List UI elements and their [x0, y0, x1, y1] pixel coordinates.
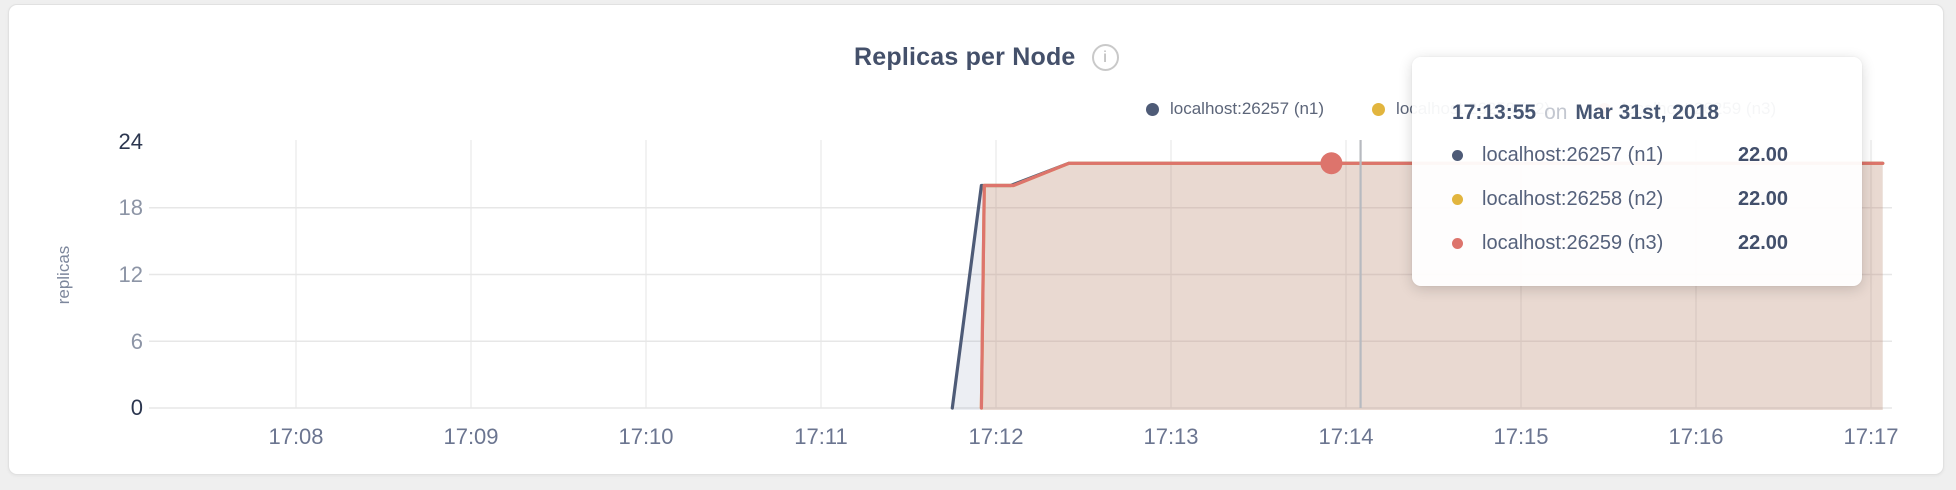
tooltip-series-value: 22.00 — [1738, 187, 1789, 210]
tooltip-series-value: 22.00 — [1738, 231, 1789, 254]
tooltip-series-row: localhost:26259 (n3) 22.00 — [1452, 221, 1822, 265]
x-axis-tick: 17:13 — [1143, 424, 1199, 449]
tooltip-timestamp: 17:13:55 on Mar 31st, 2018 — [1452, 99, 1822, 127]
tooltip-conjunction: on — [1544, 101, 1568, 124]
tooltip-series-name: localhost:26259 (n3) — [1482, 231, 1664, 254]
legend-item-n1[interactable]: localhost:26257 (n1) — [1146, 99, 1324, 119]
series-dot-icon — [1452, 237, 1463, 249]
y-axis-tick: 0 — [130, 395, 143, 420]
x-axis-tick: 17:16 — [1668, 424, 1724, 449]
series-dot-icon — [1452, 193, 1463, 205]
x-axis-tick: 17:12 — [968, 424, 1024, 449]
tooltip-series-value: 22.00 — [1738, 143, 1789, 166]
hover-dot — [1320, 152, 1343, 175]
info-icon[interactable]: i — [1091, 44, 1119, 71]
x-axis-tick: 17:14 — [1318, 424, 1374, 449]
chart-tooltip: 17:13:55 on Mar 31st, 2018 localhost:262… — [1412, 57, 1862, 286]
info-icon-glyph: i — [1103, 48, 1107, 66]
x-axis-tick: 17:17 — [1843, 424, 1899, 449]
tooltip-time: 17:13:55 — [1452, 101, 1537, 124]
legend-dot-icon — [1372, 102, 1386, 116]
tooltip-rows: localhost:26257 (n1) 22.00 localhost:262… — [1452, 133, 1822, 265]
legend-item-label: localhost:26257 (n1) — [1170, 99, 1325, 118]
tooltip-date: Mar 31st, 2018 — [1575, 101, 1720, 124]
y-axis-tick: 6 — [130, 329, 143, 354]
chart-header: Replicas per Node i — [854, 43, 1119, 72]
y-axis-tick: 24 — [118, 129, 143, 154]
y-axis-tick: 18 — [118, 195, 143, 220]
tooltip-series-row: localhost:26257 (n1) 22.00 — [1452, 133, 1822, 177]
chart-title: Replicas per Node — [854, 43, 1076, 71]
y-axis-tick: 12 — [118, 262, 143, 287]
x-axis-tick: 17:09 — [443, 424, 499, 449]
tooltip-series-row: localhost:26258 (n2) 22.00 — [1452, 177, 1822, 221]
series-dot-icon — [1452, 149, 1463, 161]
chart-card: Replicas per Node i localhost:26257 (n1)… — [8, 4, 1944, 475]
x-axis-tick: 17:15 — [1493, 424, 1549, 449]
x-axis-tick: 17:10 — [618, 424, 674, 449]
tooltip-series-name: localhost:26257 (n1) — [1482, 143, 1664, 166]
tooltip-series-name: localhost:26258 (n2) — [1482, 187, 1664, 210]
x-axis-tick: 17:11 — [794, 424, 848, 449]
x-axis-tick: 17:08 — [268, 424, 324, 449]
legend-dot-icon — [1146, 102, 1159, 116]
